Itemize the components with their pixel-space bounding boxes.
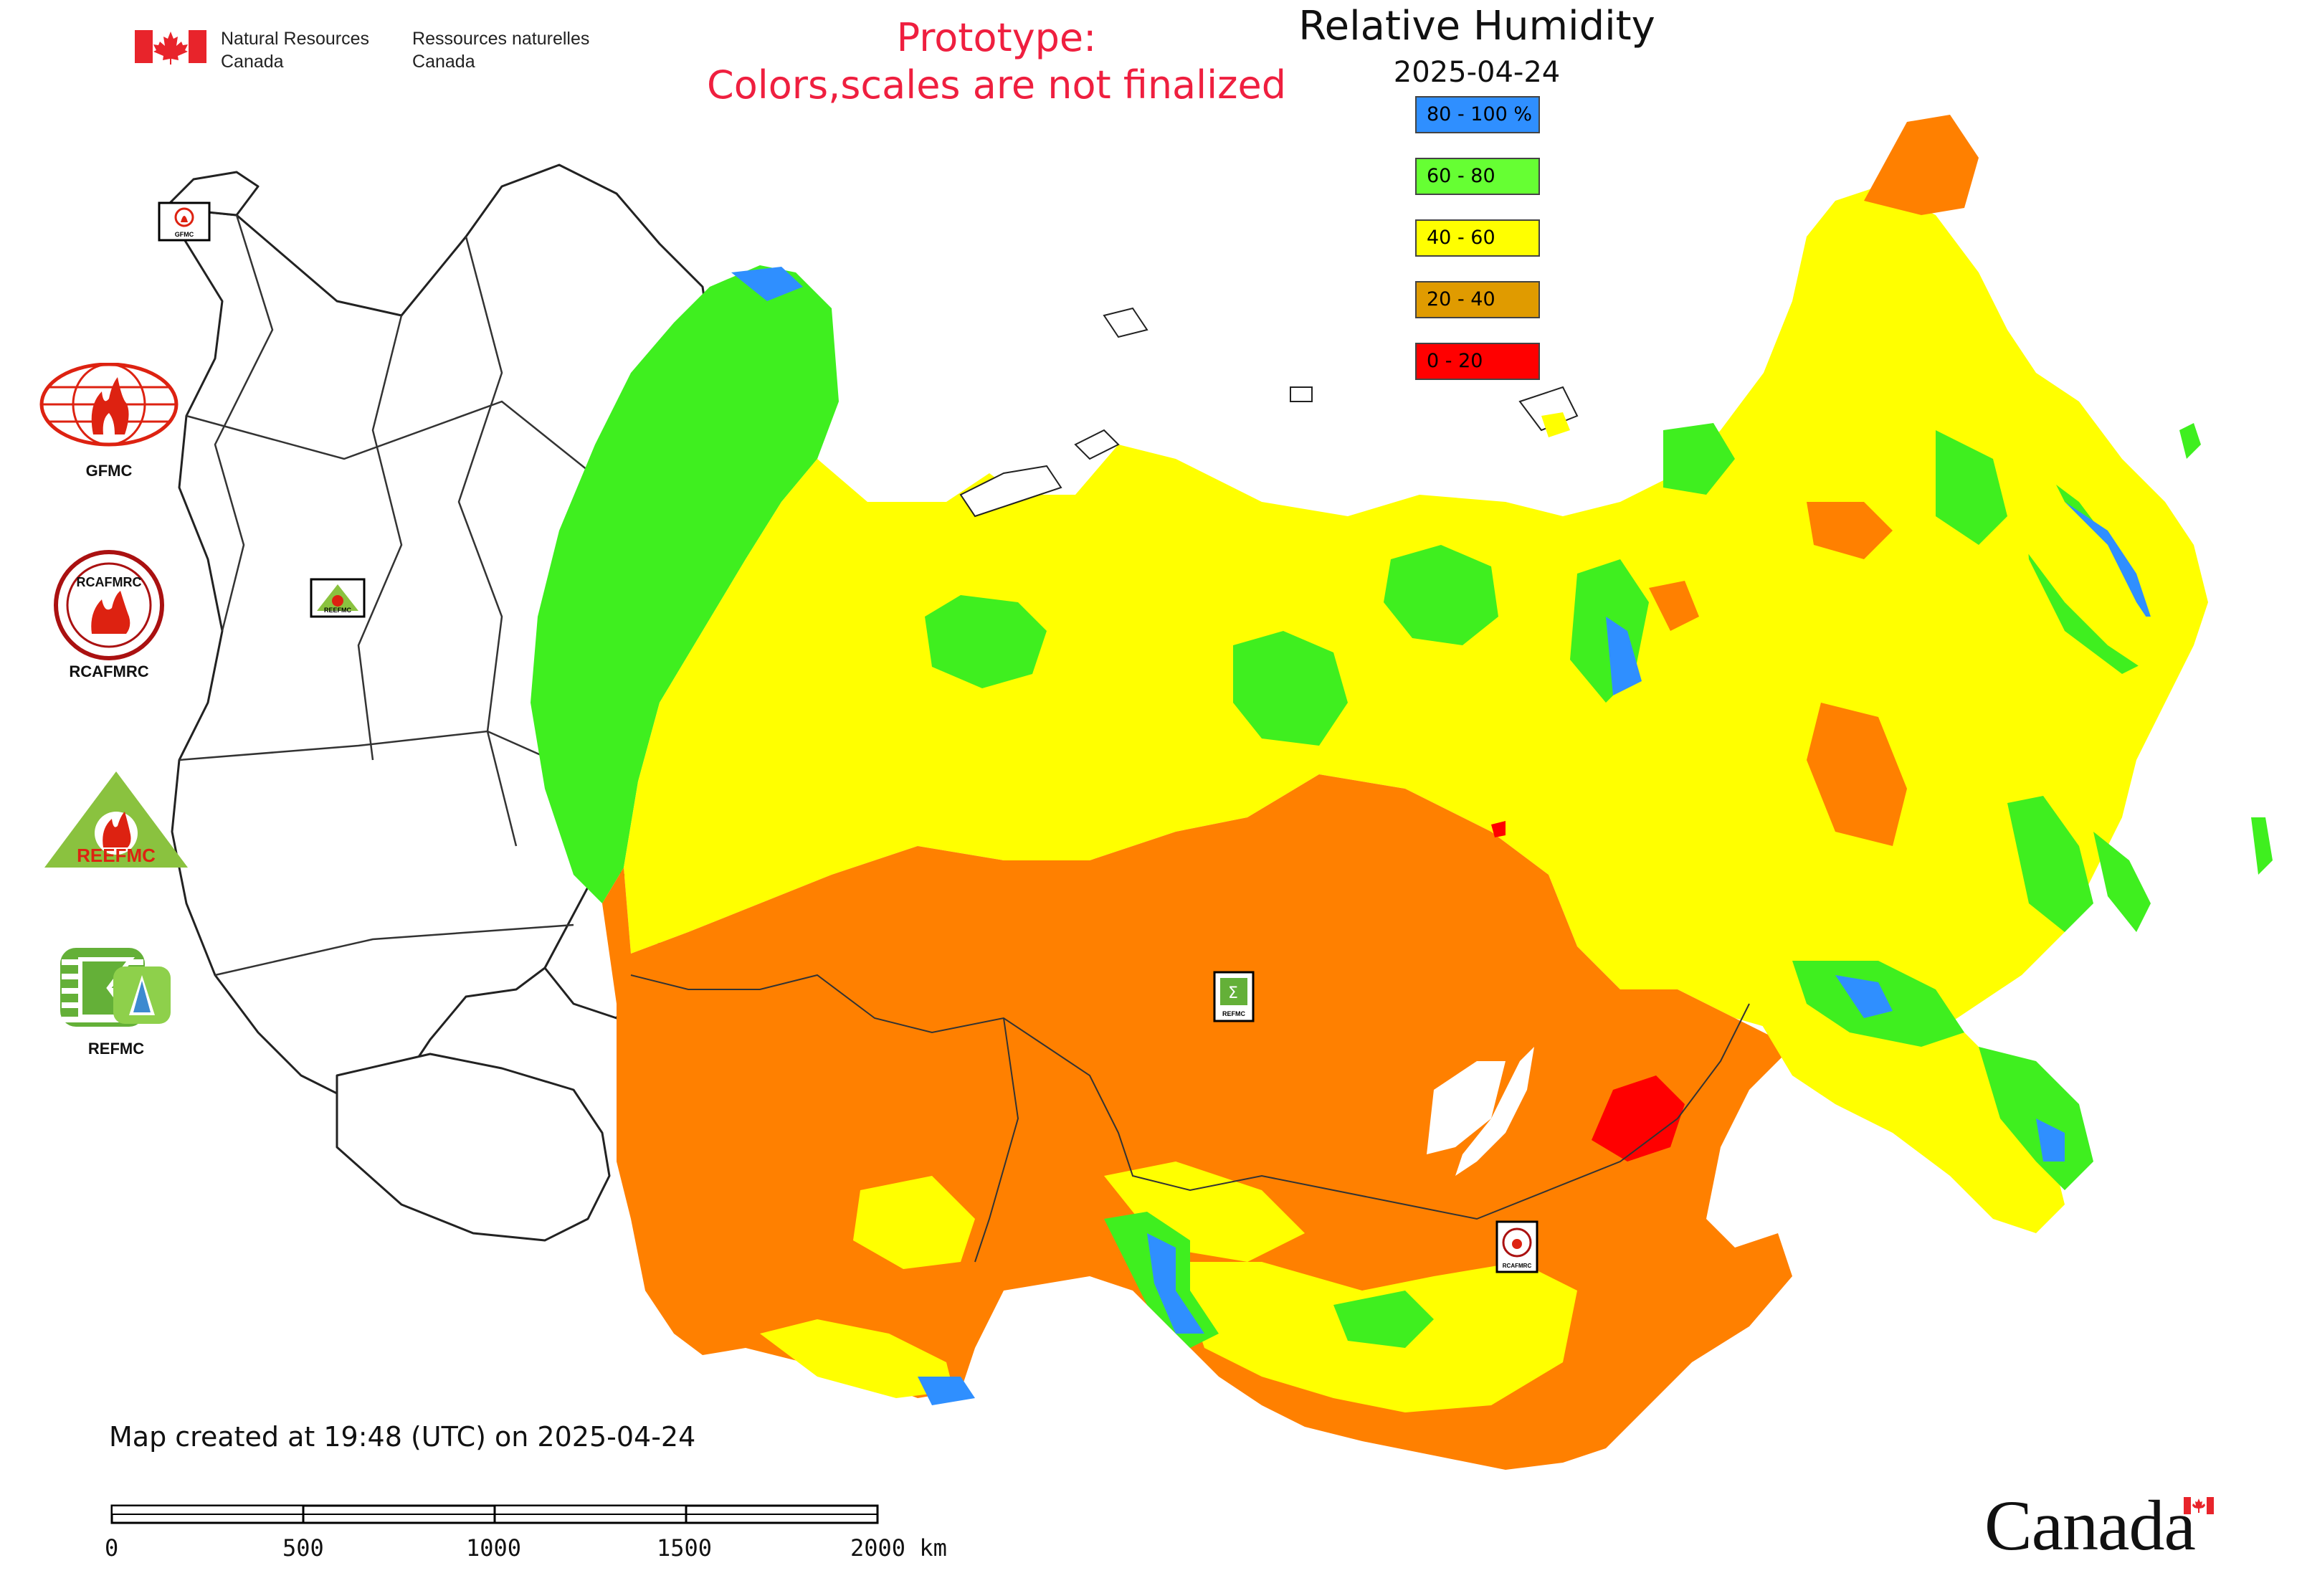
prototype-line2: Colors,scales are not finalized [707, 62, 1286, 108]
partner-gfmc: GFMC [37, 362, 181, 480]
prototype-notice: Prototype: Colors,scales are not finaliz… [631, 14, 1362, 109]
boundary-lines [630, 974, 1750, 1263]
refmc-sigma-icon [60, 948, 171, 1027]
canada-flag-icon [135, 30, 206, 65]
map-marker-gfmc-label: GFMC [175, 231, 194, 238]
map-created-timestamp: Map created at 19:48 (UTC) on 2025-04-24 [109, 1421, 696, 1453]
map-marker-gfmc: GFMC [158, 201, 211, 242]
canada-wordmark-text: Canada [1984, 1486, 2196, 1565]
rcafmrc-seal-icon: RCAFMRC [54, 550, 164, 660]
map-date: 2025-04-24 [1393, 56, 1561, 89]
legend-label: 40 - 60 [1427, 227, 1495, 249]
partner-refmc-label: REFMC [87, 1040, 145, 1058]
legend-item-40-60: 40 - 60 [1415, 219, 1540, 257]
scale-tick-2000: 2000 km [850, 1534, 947, 1562]
legend-label: 20 - 40 [1427, 288, 1495, 310]
map-marker-rcafmrc: RCAFMRC [1495, 1220, 1538, 1273]
agency-fr-line1: Ressources naturelles [412, 29, 590, 49]
legend-label: 0 - 20 [1427, 350, 1483, 372]
wordmark-flag-icon [2184, 1497, 2214, 1514]
reefmc-logo-text: REEFMC [77, 845, 156, 866]
scale-bar [110, 1504, 879, 1524]
legend-item-60-80: 60 - 80 [1415, 158, 1540, 195]
partner-rcafmrc: RCAFMRC RCAFMRC [37, 548, 181, 681]
map-marker-refmc-label: REFMC [1222, 1010, 1245, 1017]
scale-tick-1500: 1500 [657, 1534, 713, 1562]
region-very-dry [1592, 1075, 1685, 1162]
legend-item-20-40: 20 - 40 [1415, 281, 1540, 318]
legend-label: 80 - 100 % [1427, 103, 1533, 125]
agency-en-line2: Canada [221, 52, 284, 72]
rcafmrc-seal-text: RCAFMRC [77, 575, 142, 589]
legend-item-0-20: 0 - 20 [1415, 343, 1540, 380]
agency-en-line1: Natural Resources [221, 29, 370, 49]
agency-name-fr: Ressources naturelles Canada [412, 27, 589, 73]
gfmc-flame-globe-icon [39, 362, 179, 447]
nrcan-signature: Natural Resources Canada Ressources natu… [135, 27, 589, 73]
svg-text:Σ: Σ [1228, 984, 1238, 1002]
map-marker-reefmc: REEFMC [310, 578, 366, 618]
reefmc-triangle-icon: REEFMC [44, 771, 188, 868]
partner-reefmc: REEFMC [37, 767, 195, 878]
map-title: Relative Humidity [1298, 3, 1655, 49]
scale-tick-500: 500 [282, 1534, 324, 1562]
map-marker-rcafmrc-label: RCAFMRC [1503, 1263, 1532, 1269]
legend-item-80-100: 80 - 100 % [1415, 96, 1540, 133]
legend-label: 60 - 80 [1427, 165, 1495, 187]
prototype-line1: Prototype: [896, 15, 1097, 60]
partner-refmc: REFMC [59, 941, 188, 1058]
partner-gfmc-label: GFMC [85, 462, 133, 480]
scale-tick-1000: 1000 [466, 1534, 522, 1562]
map-marker-reefmc-label: REEFMC [324, 607, 352, 614]
map-marker-refmc: Σ REFMC [1213, 971, 1255, 1022]
scale-tick-0: 0 [105, 1534, 119, 1562]
agency-name-en: Natural Resources Canada [221, 27, 369, 73]
canada-wordmark: Canada [1984, 1484, 2196, 1567]
agency-fr-line2: Canada [412, 52, 475, 72]
region-humid-west [531, 265, 839, 903]
partner-rcafmrc-label: RCAFMRC [69, 662, 149, 680]
